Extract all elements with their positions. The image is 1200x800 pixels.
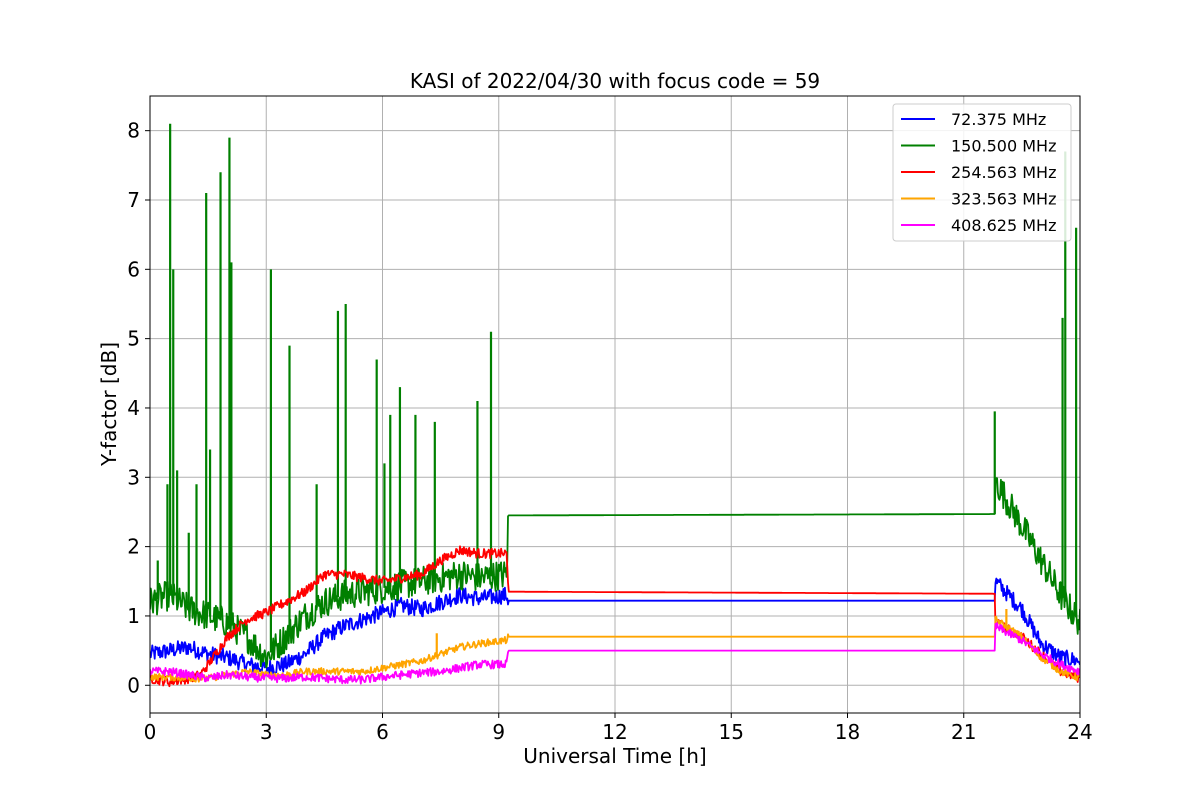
series-line — [150, 545, 1080, 688]
series-line — [150, 622, 1080, 685]
legend-label: 323.563 MHz — [951, 190, 1056, 209]
x-tick-label: 24 — [1067, 720, 1092, 744]
x-tick-label: 6 — [376, 720, 389, 744]
y-tick-label: 5 — [127, 327, 140, 351]
series-layer — [150, 123, 1080, 688]
x-axis: 0 3 6 9 12 15 18 21 24 — [144, 713, 1093, 744]
series-4 — [150, 622, 1080, 685]
y-tick-label: 7 — [127, 188, 140, 212]
x-tick-label: 12 — [602, 720, 627, 744]
series-line — [150, 577, 1080, 677]
y-tick-label: 8 — [127, 119, 140, 143]
x-tick-label: 0 — [144, 720, 157, 744]
x-tick-label: 15 — [719, 720, 744, 744]
y-tick-label: 2 — [127, 535, 140, 559]
x-tick-label: 18 — [835, 720, 860, 744]
y-tick-label: 0 — [127, 673, 140, 697]
series-line — [150, 615, 1080, 683]
y-tick-label: 6 — [127, 257, 140, 281]
x-tick-label: 9 — [492, 720, 505, 744]
y-tick-label: 1 — [127, 604, 140, 628]
legend: 72.375 MHz 150.500 MHz 254.563 MHz 323.563 … — [892, 103, 1072, 242]
series-0 — [150, 577, 1080, 677]
legend-label: 254.563 MHz — [951, 163, 1056, 182]
series-line — [150, 477, 1080, 669]
y-axis-label: Y-factor [dB] — [97, 342, 121, 467]
legend-label: 72.375 MHz — [951, 110, 1046, 129]
x-tick-label: 3 — [260, 720, 273, 744]
x-tick-label: 21 — [951, 720, 976, 744]
x-axis-label: Universal Time [h] — [523, 744, 706, 768]
y-axis: 0 1 2 3 4 5 6 7 8 — [127, 119, 150, 697]
y-tick-label: 3 — [127, 465, 140, 489]
legend-label: 150.500 MHz — [951, 137, 1056, 156]
series-1 — [150, 123, 1080, 669]
series-2 — [150, 545, 1080, 688]
y-tick-label: 4 — [127, 396, 140, 420]
legend-label: 408.625 MHz — [951, 216, 1056, 235]
legend-box — [892, 103, 1072, 242]
chart-title: KASI of 2022/04/30 with focus code = 59 — [410, 69, 820, 93]
series-3 — [150, 609, 1080, 683]
